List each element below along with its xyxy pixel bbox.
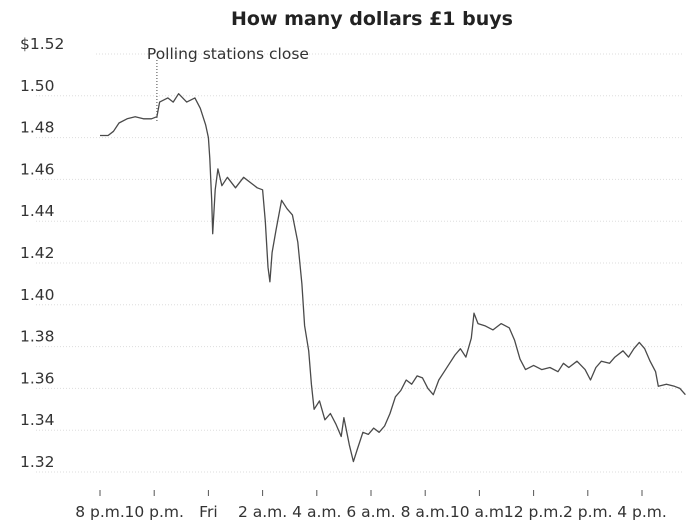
y-tick-label: 1.34	[20, 411, 55, 429]
x-tick-label: 2 a.m.	[238, 503, 287, 521]
chart-title: How many dollars £1 buys	[231, 8, 513, 30]
y-tick-label: 1.42	[20, 244, 55, 262]
x-tick-label: 6 a.m.	[346, 503, 395, 521]
x-tick-label: 8 p.m.	[75, 503, 125, 521]
x-tick-label: 4 p.m.	[617, 503, 667, 521]
y-tick-label: 1.44	[20, 202, 55, 220]
y-tick-label: 1.32	[20, 453, 55, 471]
y-tick-label: 1.46	[20, 160, 55, 178]
x-tick-label: 10 p.m.	[124, 503, 183, 521]
x-tick-label: 4 a.m.	[292, 503, 341, 521]
y-tick-label: 1.40	[20, 286, 55, 304]
annotation: Polling stations close	[147, 45, 309, 123]
series-group	[100, 93, 686, 463]
y-tick-label: 1.36	[20, 369, 55, 387]
x-tick-label: Fri	[199, 503, 217, 521]
annotation-label: Polling stations close	[147, 45, 309, 63]
x-tick-label: 2 p.m.	[563, 503, 613, 521]
y-tick-label: 1.38	[20, 328, 55, 346]
x-tick-label: 8 a.m.	[401, 503, 450, 521]
x-tick-label: 12 p.m.	[504, 503, 563, 521]
grid-lines	[36, 53, 684, 473]
y-tick-label: 1.50	[20, 77, 55, 95]
y-tick-label: 1.48	[20, 119, 55, 137]
y-axis: $1.52 1.50 1.48 1.46 1.44 1.42 1.40 1.38 1.36 1.3…	[20, 35, 64, 471]
x-axis: 8 p.m. 10 p.m. Fri 2 a.m. 4 a.m. 6 a.m. 8 a.m.…	[75, 490, 667, 521]
series-line	[100, 93, 686, 463]
x-tick-label: 10 a.m.	[450, 503, 509, 521]
y-tick-label: $1.52	[20, 35, 64, 53]
